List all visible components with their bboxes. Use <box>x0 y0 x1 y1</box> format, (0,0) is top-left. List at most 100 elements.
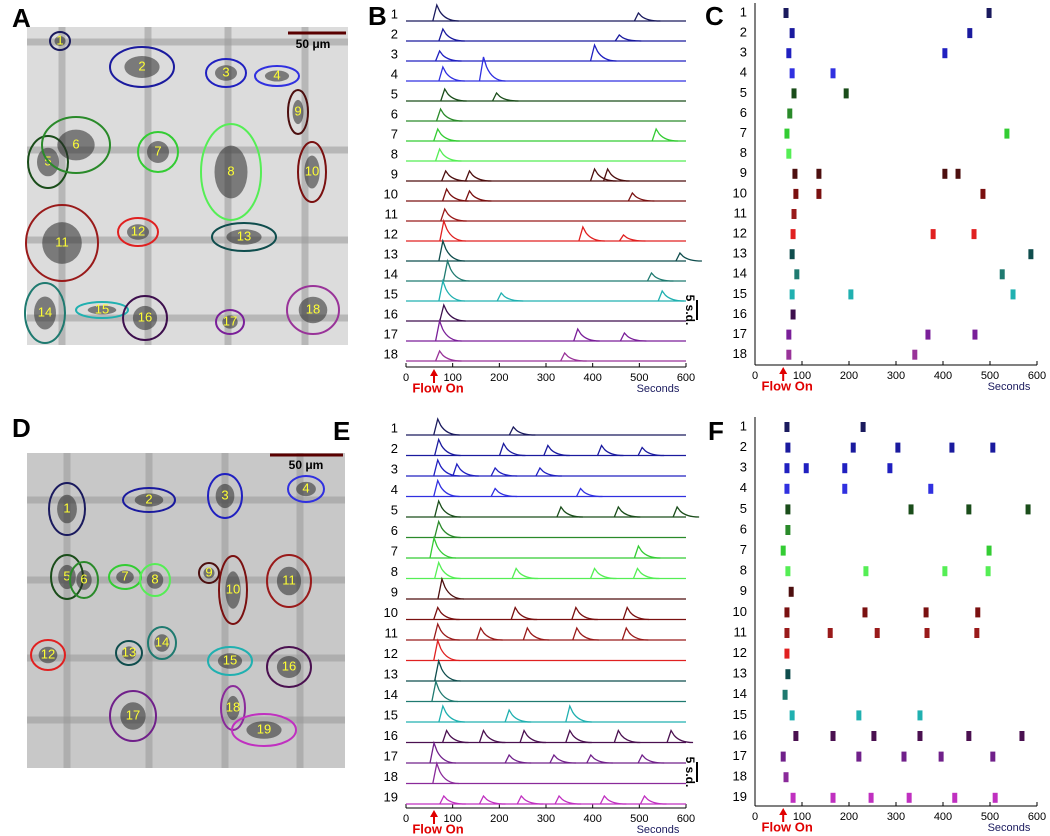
event-mark <box>780 751 786 762</box>
trace-peak <box>441 187 469 202</box>
trace-peak <box>565 704 592 723</box>
trace-peak <box>633 11 661 22</box>
cell-label: 6 <box>72 136 79 151</box>
cell-label: 18 <box>226 699 240 714</box>
event-mark <box>966 504 972 515</box>
event-mark <box>887 463 893 474</box>
x-tick-label: 100 <box>443 813 461 825</box>
event-mark <box>1019 731 1025 741</box>
cell-body <box>57 494 77 524</box>
row-label: 15 <box>384 707 398 722</box>
x-tick-label: 100 <box>443 372 461 384</box>
event-mark <box>868 792 874 803</box>
trace-peak <box>651 127 679 142</box>
trace-peak <box>433 127 460 142</box>
cell-label: 4 <box>302 480 309 495</box>
trace-peak <box>438 278 465 302</box>
trace-peak <box>599 794 627 805</box>
flow-on-arrow <box>779 367 788 381</box>
event-mark <box>830 731 836 741</box>
event-mark <box>790 309 796 320</box>
row-label: 3 <box>740 45 747 60</box>
event-mark <box>786 329 792 340</box>
cell-body <box>120 702 146 730</box>
event-mark <box>942 168 948 179</box>
row-label: 19 <box>733 789 747 804</box>
cell-body <box>225 571 241 609</box>
trace-peak <box>432 3 459 22</box>
trace-peak <box>433 605 460 621</box>
row-label: 6 <box>740 521 747 536</box>
event-mark <box>784 422 790 432</box>
event-mark <box>783 772 789 783</box>
cell-label: 9 <box>205 564 212 579</box>
cell-outline <box>49 31 71 51</box>
cell-label: 3 <box>221 487 228 502</box>
event-mark <box>793 731 799 741</box>
x-tick-label: 600 <box>1028 811 1046 823</box>
event-mark <box>785 566 791 577</box>
row-label: 5 <box>391 502 398 517</box>
trace-peak <box>622 605 650 621</box>
cell-label: 12 <box>41 646 55 661</box>
trace-peak <box>586 753 613 764</box>
event-mark <box>1010 289 1016 300</box>
row-label: 4 <box>391 482 398 497</box>
trace-peak <box>441 169 468 182</box>
cell-body <box>214 145 248 199</box>
trace-peak <box>438 704 465 723</box>
row-label: 7 <box>740 125 747 140</box>
trace-peak <box>543 444 570 457</box>
row-label: 11 <box>385 206 399 221</box>
x-tick-label: 300 <box>537 372 555 384</box>
cell-body <box>215 483 235 509</box>
trace-peak <box>490 466 518 477</box>
cell-label: 4 <box>273 67 280 82</box>
trace-peak <box>438 65 465 82</box>
cell-label: 13 <box>122 644 136 659</box>
cell-outline <box>41 116 111 174</box>
cell-label: 11 <box>55 234 69 249</box>
trace-peak <box>613 728 641 744</box>
event-mark <box>785 525 791 535</box>
row-label: 7 <box>391 126 398 141</box>
trace-peak <box>429 740 457 764</box>
x-tick-label: 500 <box>981 811 999 823</box>
cell-label: 6 <box>80 571 87 586</box>
trace-peak <box>434 318 462 342</box>
event-mark <box>955 168 961 179</box>
event-mark <box>985 566 991 577</box>
scale-bar-label: 5 s.d. <box>683 295 697 326</box>
event-mark <box>971 229 977 240</box>
row-label: 17 <box>384 326 398 341</box>
event-mark <box>784 483 790 494</box>
cell-body <box>217 653 243 669</box>
cell-label: 15 <box>95 301 109 316</box>
trace-peak <box>578 225 605 242</box>
event-mark <box>871 731 877 741</box>
cell-body <box>276 566 302 596</box>
trace-peak <box>519 728 547 744</box>
row-label: 17 <box>384 748 398 763</box>
cell-outline <box>205 58 247 88</box>
cell-outline <box>297 141 327 203</box>
cell-outline <box>25 204 99 282</box>
x-tick-label: 400 <box>934 370 952 382</box>
event-mark <box>785 669 791 680</box>
event-mark <box>842 483 848 494</box>
cell-label: 10 <box>226 581 240 596</box>
trace-peak <box>510 605 538 621</box>
trace-peak <box>433 458 460 477</box>
cell-body <box>246 721 282 739</box>
trace-peak <box>565 728 592 744</box>
row-label: 8 <box>391 146 398 161</box>
event-mark <box>786 48 792 59</box>
event-mark <box>942 566 948 577</box>
x-tick-label: 100 <box>793 370 811 382</box>
row-label: 3 <box>740 460 747 475</box>
event-mark <box>816 188 822 199</box>
cell-label: 16 <box>282 658 296 673</box>
cell-label: 14 <box>38 304 52 319</box>
cell-body <box>34 296 56 330</box>
event-mark <box>789 28 795 39</box>
